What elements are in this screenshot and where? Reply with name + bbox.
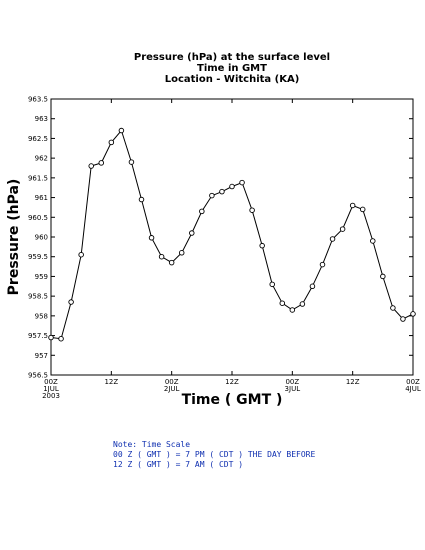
data-point (279, 300, 286, 306)
plot-frame (50, 98, 414, 376)
data-point (98, 160, 105, 166)
data-point (58, 335, 64, 342)
y-tick-label: 960 (35, 234, 48, 242)
x-tick-label: 2JUL (164, 385, 180, 393)
x-tick-label: 4JUL (405, 385, 421, 393)
y-tick-label: 962.5 (28, 135, 48, 143)
data-point (199, 208, 205, 215)
x-tick-label: 00Z (285, 378, 299, 386)
y-tick-label: 959 (35, 273, 48, 281)
x-tick-label: 12Z (104, 378, 118, 386)
data-point (138, 196, 145, 203)
data-point (108, 139, 115, 146)
chart-title-line: Location - Witchita (KA) (165, 74, 300, 85)
y-tick-label: 958 (35, 312, 48, 320)
x-axis-label: Time ( GMT ) (182, 392, 283, 408)
data-point (239, 179, 245, 186)
x-tick-label: 12Z (225, 378, 239, 386)
data-point (299, 301, 306, 307)
data-point (189, 230, 195, 236)
data-point (158, 253, 165, 260)
data-point (168, 259, 175, 266)
y-tick-label: 962 (35, 155, 48, 163)
y-tick-label: 961 (35, 194, 48, 202)
y-tick-label: 958.5 (28, 293, 48, 301)
data-point (249, 207, 255, 213)
chart-title-line: Time in GMT (197, 63, 267, 74)
x-tick-label: 12Z (346, 378, 360, 386)
data-point (118, 127, 125, 134)
y-axis-label: Pressure (hPa) (6, 179, 22, 296)
series-layer (48, 127, 416, 342)
data-point (289, 307, 296, 313)
x-tick-label: 00Z (406, 378, 420, 386)
data-point (128, 159, 135, 165)
chart-title: Pressure (hPa) at the surface levelTime … (134, 52, 330, 85)
data-point (148, 235, 155, 241)
y-tick-label: 957 (35, 352, 48, 360)
data-point (329, 236, 336, 242)
note-line: 00 Z ( GMT ) = 7 PM ( CDT ) THE DAY BEFO… (113, 450, 315, 459)
x-tick-label: 2003 (42, 392, 60, 400)
y-tick-label: 963 (35, 115, 48, 123)
data-point (229, 183, 235, 190)
data-point (339, 226, 346, 232)
data-point (359, 206, 366, 213)
data-point (370, 238, 376, 244)
y-tick-label: 959.5 (28, 253, 48, 261)
y-axis-ticks: 956.5 957 957.5 958 958.5 959 959.5 960 960.5 961… (28, 96, 413, 380)
y-tick-label: 961.5 (28, 174, 48, 182)
x-tick-label: 3JUL (285, 385, 301, 393)
note-line: 12 Z ( GMT ) = 7 AM ( CDT ) (113, 460, 243, 469)
data-point (88, 163, 94, 169)
data-point (390, 305, 396, 311)
note-line: Note: Time Scale (113, 440, 190, 449)
data-point (68, 299, 74, 305)
data-point (400, 316, 406, 322)
data-point (48, 334, 54, 341)
data-point (309, 283, 316, 290)
data-point (178, 250, 185, 256)
data-point (78, 251, 84, 258)
x-tick-label: 00Z (165, 378, 179, 386)
data-point (410, 311, 416, 317)
data-point (219, 188, 225, 195)
x-tick-label: 1JUL (43, 385, 59, 393)
y-tick-label: 957.5 (28, 332, 48, 340)
data-point (209, 192, 215, 199)
data-point (259, 242, 265, 249)
chart-title-line: Pressure (hPa) at the surface level (134, 52, 330, 63)
y-tick-label: 960.5 (28, 214, 48, 222)
y-tick-label: 963.5 (28, 96, 48, 104)
data-point (269, 281, 275, 288)
y-tick-label: 956.5 (28, 372, 48, 380)
data-point (349, 202, 356, 209)
data-point (319, 261, 326, 268)
series-line (50, 129, 414, 340)
data-point (380, 273, 386, 280)
x-tick-label: 00Z (44, 378, 58, 386)
